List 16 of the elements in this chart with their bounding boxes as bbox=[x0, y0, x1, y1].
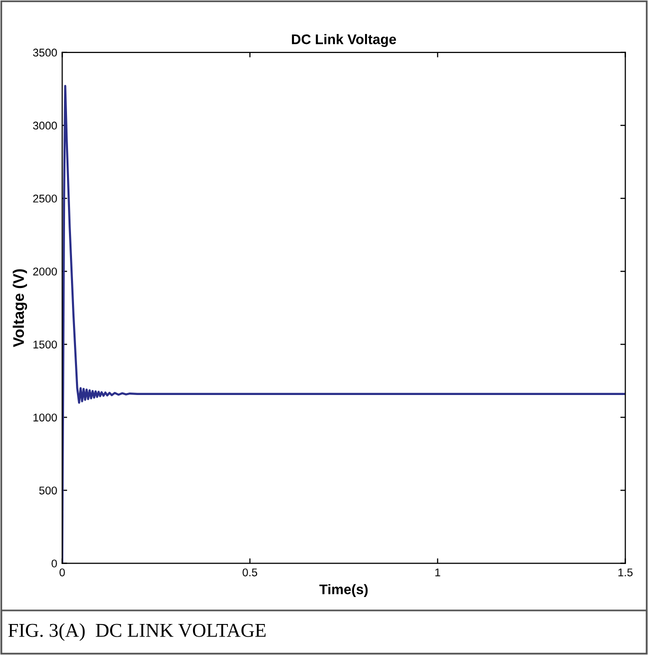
y-tick-label: 1500 bbox=[33, 340, 57, 348]
y-tick-label: 1000 bbox=[33, 414, 57, 422]
caption: FIG. 3(A) DC LINK VOLTAGE bbox=[8, 623, 266, 641]
chart-title: DC Link Voltage bbox=[292, 34, 396, 48]
y-axis-title: Voltage (V) bbox=[12, 269, 28, 348]
x-tick-label: 1 bbox=[435, 568, 440, 576]
y-tick-label: 3000 bbox=[33, 122, 57, 130]
x-axis-title: Time(s) bbox=[319, 584, 368, 598]
y-tick-label: 2500 bbox=[33, 194, 57, 203]
y-tick-label: 2000 bbox=[33, 268, 57, 276]
x-tick-label: 0.5 bbox=[242, 568, 258, 576]
y-tick-label: 500 bbox=[39, 486, 57, 494]
x-tick-label: 0 bbox=[60, 568, 65, 576]
y-tick-label: 0 bbox=[52, 560, 57, 568]
x-tick-label: 1.5 bbox=[618, 568, 633, 576]
y-tick-label: 3500 bbox=[33, 48, 57, 57]
